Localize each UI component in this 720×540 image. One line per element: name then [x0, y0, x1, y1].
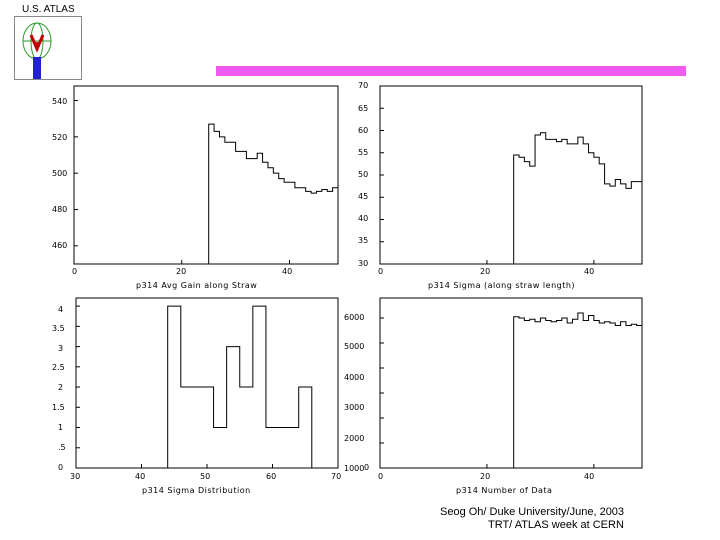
panel-frame-sigma-length: [379, 85, 643, 265]
footer-line-2: TRT/ ATLAS week at CERN: [488, 519, 624, 531]
logo-image-frame: [14, 16, 82, 80]
p1-xtick-20: 20: [176, 267, 186, 276]
p2-ytick-65: 65: [358, 104, 368, 113]
p3-ytick-.5: .5: [58, 443, 66, 452]
us-atlas-logo: U.S. ATLAS: [14, 4, 82, 80]
atlas-figure-icon: [22, 22, 52, 79]
p3-xtick-40: 40: [135, 472, 145, 481]
p4-xtick-0: 0: [378, 472, 383, 481]
p4-caption: p314 Number of Data: [456, 486, 552, 495]
p4-ytick-4000: 4000: [344, 373, 364, 382]
p4-ytick-6000: 6000: [344, 313, 364, 322]
histogram-step-line: [513, 132, 642, 264]
p3-ytick-2: 2: [58, 383, 63, 392]
p2-ytick-50: 50: [358, 170, 368, 179]
p3-xtick-70: 70: [331, 472, 341, 481]
p2-plot-area: [379, 85, 642, 265]
histogram-step-line: [167, 305, 313, 468]
p3-xtick-50: 50: [200, 472, 210, 481]
p2-ytick-45: 45: [358, 192, 368, 201]
footer-credit: Seog Oh/ Duke University/June, 2003 TRT/…: [440, 506, 690, 532]
p4-ytick-3000: 3000: [344, 403, 364, 412]
p1-xtick-40: 40: [282, 267, 292, 276]
p4-ytick-2000: 2000: [344, 434, 364, 443]
histogram-step-line: [513, 312, 642, 468]
p4-ytick-1000: 1000: [344, 464, 364, 473]
p1-caption: p314 Avg Gain along Straw: [136, 281, 257, 290]
p3-xtick-60: 60: [266, 472, 276, 481]
p3-ytick-2.5: 2.5: [52, 363, 65, 372]
p3-ytick-1.5: 1.5: [52, 403, 65, 412]
p3-caption: p314 Sigma Distribution: [142, 486, 251, 495]
logo-text: U.S. ATLAS: [22, 4, 75, 15]
p1-ytick-520: 520: [52, 133, 67, 142]
p4-plot-area: [379, 312, 642, 469]
p2-ytick-60-upper: 60: [358, 126, 368, 135]
p1-ytick-480: 480: [52, 205, 67, 214]
p1-xtick-0: 0: [72, 267, 77, 276]
p2-ytick-70: 70: [358, 81, 368, 90]
p4-xtick-20: 20: [480, 472, 490, 481]
p2-xtick-0: 0: [378, 267, 383, 276]
p3-plot-area: [75, 305, 339, 469]
p2-ytick-30: 30: [358, 259, 368, 268]
p3-ytick-0: 0: [58, 463, 63, 472]
p4-ytick-0: 0: [364, 463, 369, 472]
p2-ytick-55: 55: [358, 148, 368, 157]
p4-ytick-5000: 5000: [344, 342, 364, 351]
p4-xtick-40: 40: [584, 472, 594, 481]
footer-line-1: Seog Oh/ Duke University/June, 2003: [440, 506, 625, 518]
p2-xtick-20: 20: [480, 267, 490, 276]
panel-frame-sigma-dist: [75, 297, 339, 469]
p3-ytick-1: 1: [58, 423, 63, 432]
p1-ytick-500: 500: [52, 169, 67, 178]
histogram-step-line: [208, 123, 338, 264]
p2-caption: p314 Sigma (along straw length): [428, 281, 575, 290]
header-banner: [216, 66, 686, 76]
p2-xtick-40: 40: [584, 267, 594, 276]
p1-ytick-540: 540: [52, 97, 67, 106]
p3-ytick-4: 4: [58, 305, 63, 314]
p1-ytick-460: 460: [52, 241, 67, 250]
p2-ytick-40: 40: [358, 214, 368, 223]
p2-ytick-35: 35: [358, 236, 368, 245]
panel-frame-avg-gain: [73, 85, 339, 265]
p1-plot-area: [73, 100, 338, 264]
p3-xtick-30: 30: [70, 472, 80, 481]
panel-frame-num-data: [379, 297, 643, 469]
p3-ytick-3.5: 3.5: [52, 324, 65, 333]
p3-ytick-3: 3: [58, 344, 63, 353]
